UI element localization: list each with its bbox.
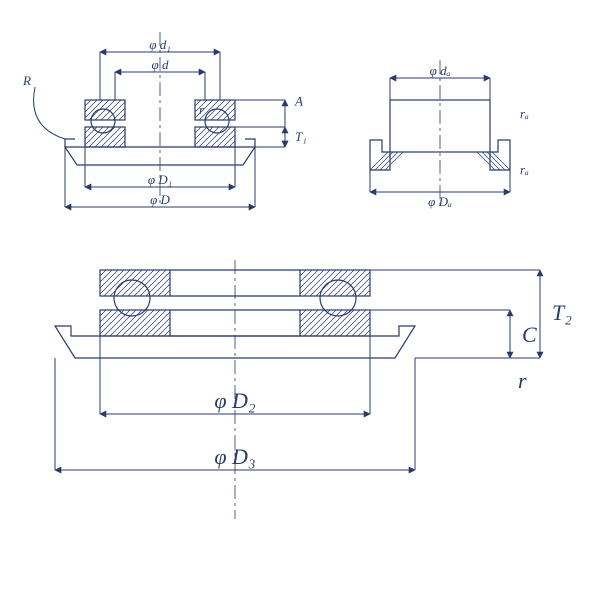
svg-text:r: r: [518, 368, 527, 393]
svg-text:φ D₁: φ D₁: [148, 172, 172, 187]
svg-text:φ D₃: φ D₃: [214, 444, 255, 469]
svg-text:φ d: φ d: [152, 57, 169, 72]
svg-text:rₐ: rₐ: [520, 162, 529, 177]
svg-text:φ D₂: φ D₂: [214, 388, 256, 413]
svg-text:φ d₁: φ d₁: [149, 37, 170, 52]
svg-text:R: R: [22, 73, 31, 88]
svg-text:A: A: [294, 94, 303, 109]
svg-text:φ Dₐ: φ Dₐ: [428, 194, 452, 209]
svg-text:C: C: [522, 322, 537, 347]
bg: [0, 0, 600, 600]
svg-text:φ dₐ: φ dₐ: [430, 63, 451, 78]
svg-text:rₐ: rₐ: [520, 106, 529, 121]
svg-text:T₁: T₁: [295, 129, 307, 144]
svg-text:φ D: φ D: [150, 192, 170, 207]
svg-text:T₂: T₂: [552, 300, 572, 325]
